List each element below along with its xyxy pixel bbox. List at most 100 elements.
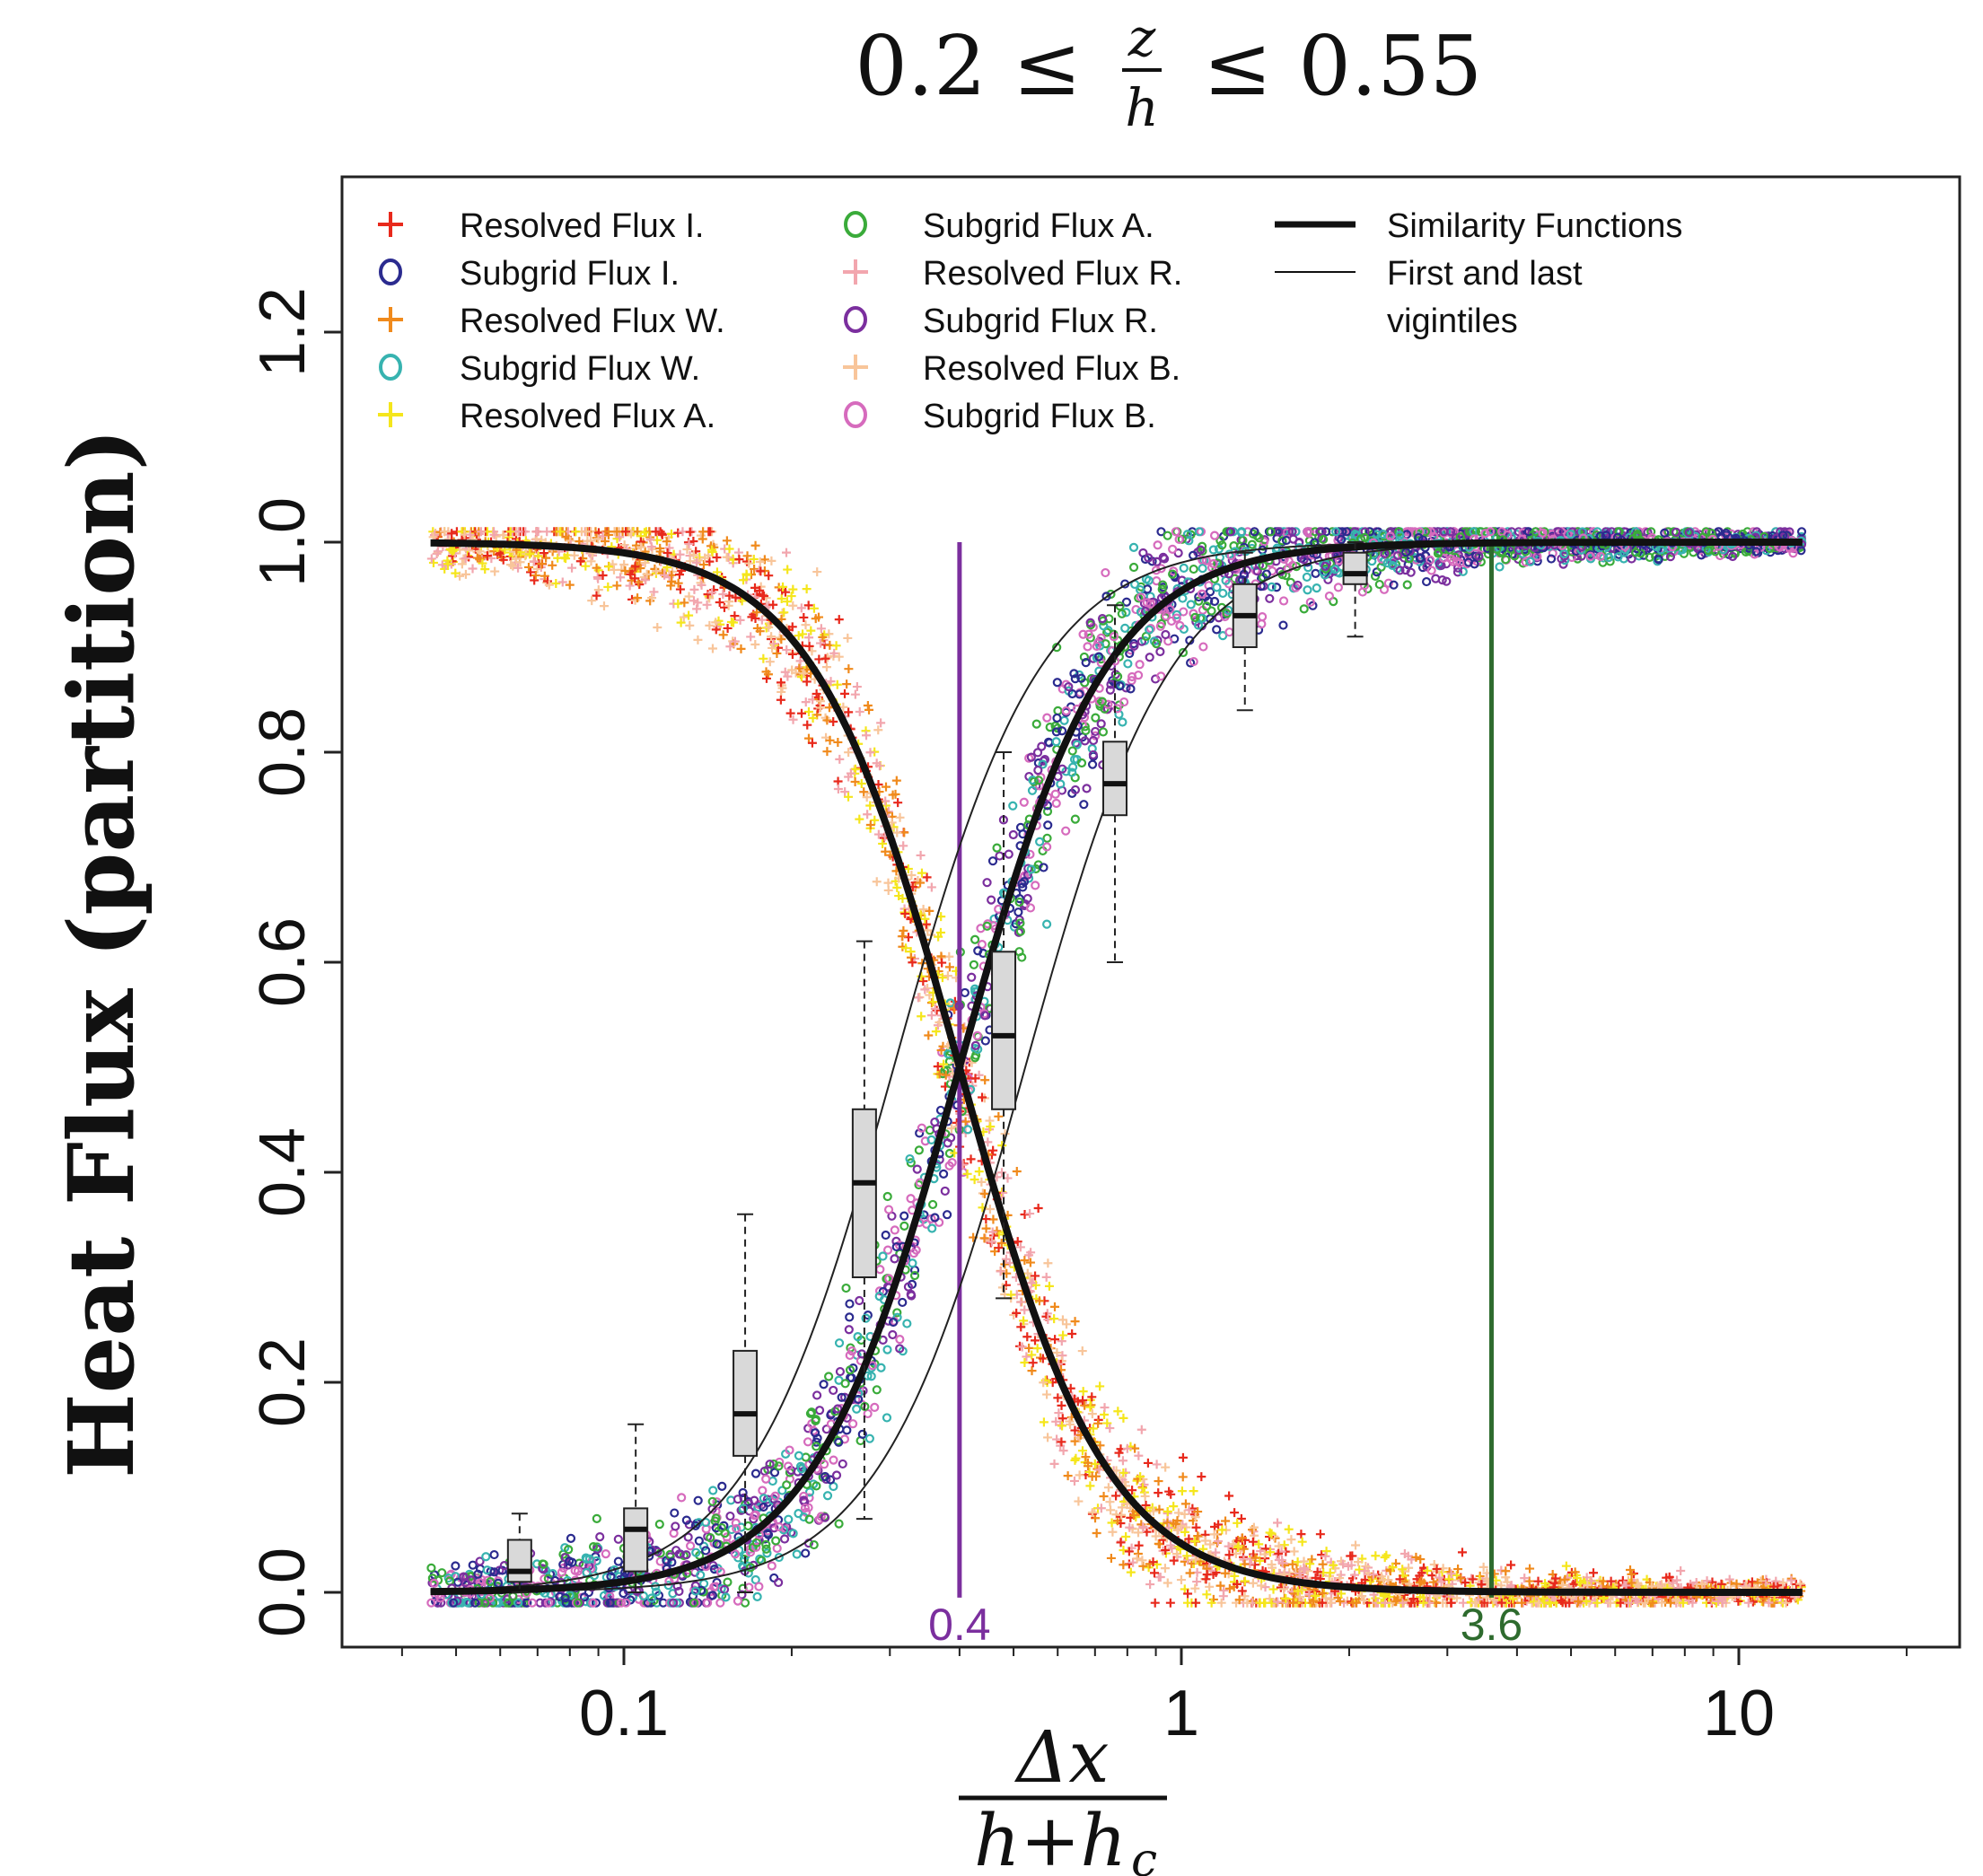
resolved-flux-point: [541, 553, 551, 563]
subgrid-flux-point: [715, 1598, 725, 1608]
subgrid-flux-point: [855, 1295, 864, 1306]
subgrid-flux-point: [814, 1406, 825, 1416]
resolved-flux-point: [1134, 1451, 1144, 1460]
subgrid-flux-point: [1008, 829, 1018, 840]
resolved-flux-point: [1260, 1582, 1270, 1592]
resolved-flux-point: [1020, 1305, 1030, 1315]
subgrid-flux-point: [694, 1536, 704, 1546]
resolved-flux-point: [673, 528, 683, 538]
resolved-flux-point: [1074, 1496, 1084, 1506]
subgrid-flux-point: [1374, 579, 1384, 590]
resolved-flux-point: [664, 543, 674, 553]
resolved-flux-point: [779, 608, 789, 618]
resolved-flux-point: [834, 615, 844, 625]
subgrid-flux-point: [1152, 557, 1162, 566]
subgrid-flux-point: [723, 1577, 733, 1587]
resolved-flux-point: [1231, 1548, 1241, 1558]
subgrid-flux-point: [595, 1532, 605, 1542]
resolved-flux-point: [703, 590, 713, 600]
subgrid-flux-point: [1042, 806, 1053, 817]
subgrid-flux-point: [1133, 671, 1144, 680]
resolved-flux-point: [883, 807, 893, 817]
resolved-flux-point: [640, 575, 650, 585]
subgrid-flux-point: [1379, 584, 1390, 594]
resolved-flux-point: [662, 548, 672, 558]
subgrid-flux-point: [1125, 648, 1135, 659]
subgrid-flux-point: [1302, 572, 1312, 583]
resolved-flux-point: [1161, 1546, 1171, 1556]
resolved-flux-point: [750, 583, 759, 592]
title-right: ≤ 0.55: [1203, 18, 1482, 114]
x-label-numerator: Δx: [1014, 1715, 1110, 1799]
resolved-flux-point: [883, 878, 893, 888]
resolved-flux-point: [835, 754, 845, 764]
subgrid-flux-point: [1042, 919, 1052, 929]
subgrid-flux-point: [902, 1319, 912, 1328]
subgrid-flux-point: [882, 1413, 892, 1423]
resolved-flux-point: [1404, 1563, 1414, 1573]
resolved-flux-point: [451, 568, 461, 578]
resolved-flux-point: [764, 571, 774, 581]
subgrid-flux-point: [906, 1194, 916, 1204]
resolved-flux-point: [1702, 1576, 1712, 1586]
resolved-flux-point: [1234, 1595, 1244, 1605]
subgrid-flux-point: [1145, 624, 1156, 634]
resolved-flux-point: [1108, 1527, 1118, 1537]
resolved-flux-point: [922, 872, 932, 882]
subgrid-flux-point: [1205, 587, 1215, 597]
resolved-flux-point: [1662, 1573, 1672, 1582]
resolved-flux-point: [750, 564, 759, 574]
resolved-flux-point: [873, 725, 883, 735]
subgrid-flux-point: [1019, 797, 1029, 807]
resolved-flux-point: [786, 592, 796, 601]
subgrid-flux-point: [1106, 589, 1116, 600]
subgrid-flux-point: [841, 1283, 851, 1293]
subgrid-flux-point: [819, 1380, 829, 1389]
subgrid-flux-point: [1175, 620, 1185, 631]
resolved-flux-point: [782, 645, 792, 655]
resolved-flux-point: [772, 648, 782, 658]
resolved-flux-point: [1119, 1546, 1128, 1556]
subgrid-flux-point: [844, 1325, 854, 1335]
subgrid-flux-point: [436, 1598, 446, 1608]
resolved-flux-point: [619, 559, 629, 569]
resolved-flux-point: [603, 582, 613, 592]
subgrid-flux-point: [1267, 582, 1277, 592]
subgrid-flux-point: [761, 1539, 771, 1549]
subgrid-flux-point: [847, 1346, 857, 1356]
resolved-flux-point: [1676, 1565, 1686, 1575]
resolved-flux-point: [1192, 1577, 1202, 1587]
subgrid-flux-point: [1383, 578, 1393, 588]
resolved-flux-point: [1042, 1389, 1052, 1399]
subgrid-flux-point: [1043, 820, 1053, 830]
resolved-flux-point: [1070, 1317, 1080, 1327]
resolved-flux-point: [1239, 1555, 1249, 1565]
resolved-flux-point: [980, 1075, 990, 1085]
resolved-flux-point: [757, 615, 767, 625]
resolved-flux-point: [1077, 1346, 1087, 1356]
resolved-flux-point: [593, 585, 603, 595]
resolved-flux-point: [551, 579, 561, 589]
subgrid-flux-point: [1080, 736, 1090, 746]
resolved-flux-point: [581, 561, 591, 571]
resolved-flux-point: [1095, 1381, 1105, 1391]
resolved-flux-point: [1200, 1536, 1210, 1546]
resolved-flux-point: [862, 793, 872, 802]
subgrid-flux-point: [812, 1437, 821, 1447]
chart-title: 0.2 ≤ z h ≤ 0.55: [855, 7, 1482, 138]
resolved-flux-point: [1210, 1521, 1220, 1531]
resolved-flux-point: [826, 677, 836, 687]
resolved-flux-point: [1070, 1436, 1080, 1446]
resolved-flux-point: [1015, 1242, 1025, 1252]
resolved-flux-point: [675, 549, 685, 559]
resolved-flux-point: [859, 787, 869, 797]
resolved-flux-point: [1052, 1434, 1062, 1444]
resolved-flux-point: [1202, 1590, 1212, 1600]
subgrid-flux-point: [1050, 789, 1060, 799]
subgrid-flux-point: [1084, 629, 1093, 639]
subgrid-flux-point: [1421, 576, 1432, 587]
subgrid-flux-point: [884, 1274, 894, 1284]
resolved-flux-point: [907, 871, 917, 881]
resolved-flux-point: [997, 1283, 1007, 1293]
